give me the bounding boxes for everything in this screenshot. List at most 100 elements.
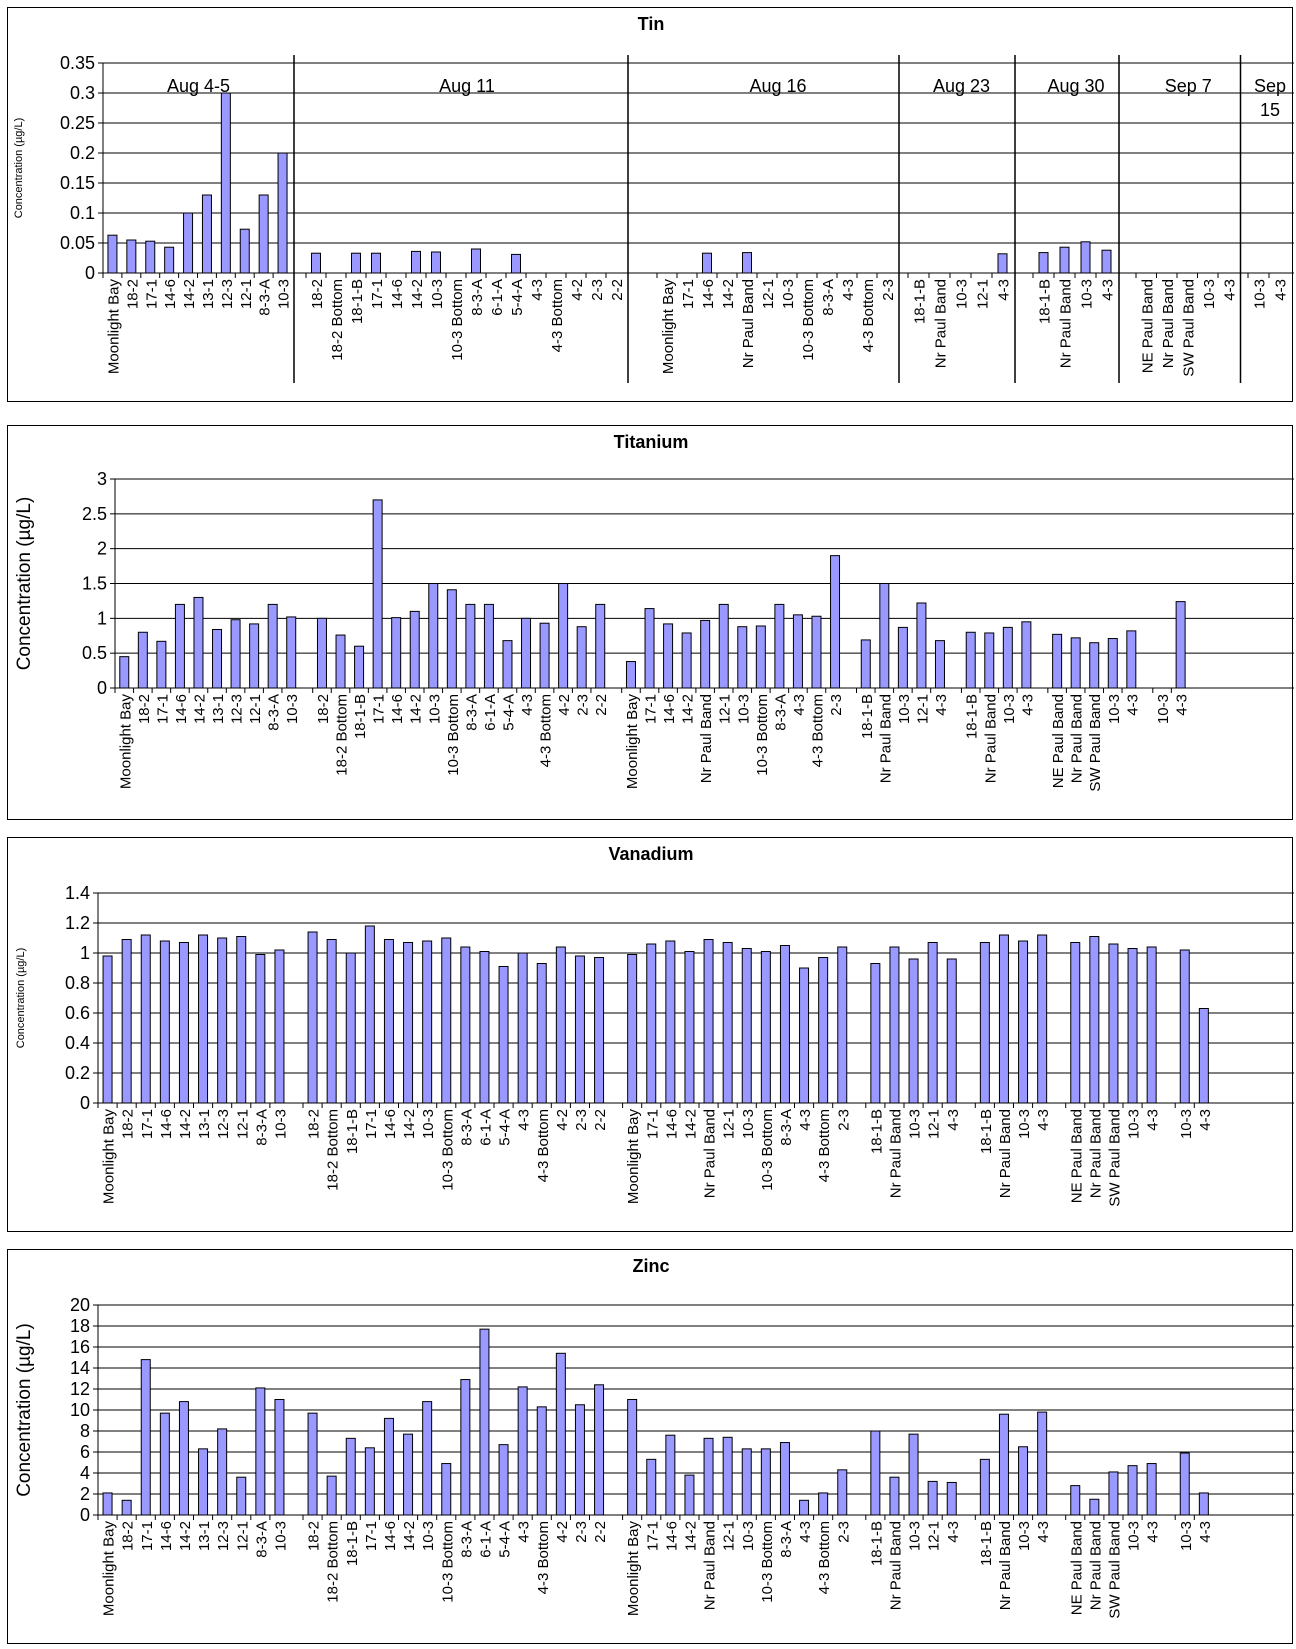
y-tick-label: 1.4 — [65, 883, 90, 903]
x-tick-label: 4-3 — [1197, 1521, 1214, 1543]
x-tick-label: 12-3 — [219, 279, 236, 309]
bar — [1070, 942, 1081, 1104]
x-tick-label: 18-1-B — [912, 279, 929, 324]
bar — [137, 631, 148, 689]
x-tick-label: 5-4-A — [509, 279, 526, 316]
bar — [700, 619, 711, 689]
bar — [217, 937, 228, 1104]
bar — [277, 152, 288, 274]
y-tick-label: 20 — [70, 1295, 90, 1315]
bar — [1108, 943, 1119, 1104]
bar — [646, 1458, 657, 1516]
x-tick-label: 4-3 Bottom — [549, 279, 566, 352]
x-tick-label: 4-3 — [1019, 694, 1036, 716]
y-tick-label: 0.3 — [70, 83, 95, 103]
x-tick-label: 2-2 — [592, 1109, 609, 1131]
bar — [255, 954, 266, 1104]
bar — [1018, 940, 1029, 1104]
x-tick-label: 10-3 — [1201, 279, 1218, 309]
x-tick-label: 18-2 — [120, 1521, 137, 1551]
bar — [889, 1476, 900, 1516]
x-tick-label: 18-2 — [306, 1109, 323, 1139]
group-label: Sep — [1254, 76, 1286, 96]
x-tick-label: 4-3 — [1221, 279, 1238, 301]
x-tick-label: Nr Paul Band — [702, 1109, 719, 1198]
x-tick-label: 18-2 Bottom — [325, 1109, 342, 1191]
x-tick-label: 10-3 — [740, 1109, 757, 1139]
x-tick-label: 14-2 — [181, 279, 198, 309]
x-tick-label: 14-2 — [191, 694, 208, 724]
bar — [102, 955, 113, 1104]
x-tick-label: 2-3 — [573, 1109, 590, 1131]
bar — [811, 615, 822, 689]
x-tick-label: 4-3 — [945, 1109, 962, 1131]
bar — [102, 1492, 113, 1516]
x-tick-label: 10-3 — [420, 1521, 437, 1551]
x-tick-label: 10-3 — [907, 1109, 924, 1139]
bar — [498, 1444, 509, 1516]
x-tick-label: 4-3 — [797, 1109, 814, 1131]
bar — [870, 1430, 881, 1516]
x-tick-label: 5-4-A — [500, 694, 517, 731]
bar — [345, 952, 356, 1104]
x-tick-label: 10-3 — [1178, 1109, 1195, 1139]
x-tick-label: 17-1 — [680, 279, 697, 309]
x-tick-label: 4-3 Bottom — [816, 1109, 833, 1182]
bar — [558, 583, 569, 689]
bar — [837, 946, 848, 1104]
x-tick-label: 18-2 Bottom — [329, 279, 346, 361]
y-tick-label: 0.6 — [65, 1003, 90, 1023]
x-tick-label: 10-3 — [284, 694, 301, 724]
bar — [934, 640, 945, 689]
bar — [258, 194, 269, 274]
bar — [183, 212, 194, 274]
chart-title: Zinc — [632, 1256, 669, 1276]
bar — [239, 228, 250, 274]
bar — [860, 639, 871, 689]
x-tick-label: 4-2 — [554, 1521, 571, 1543]
x-tick-label: 5-4-A — [497, 1109, 514, 1146]
bar — [220, 92, 231, 274]
x-tick-label: 14-2 — [401, 1109, 418, 1139]
y-tick-label: 2 — [80, 1484, 90, 1504]
y-tick-label: 18 — [70, 1316, 90, 1336]
y-tick-label: 0.5 — [82, 643, 107, 663]
x-tick-label: 8-3-A — [469, 279, 486, 316]
bar — [742, 252, 752, 274]
bar — [879, 583, 890, 689]
x-tick-label: 10-3 — [272, 1521, 289, 1551]
bar — [354, 645, 365, 689]
bar — [198, 934, 209, 1104]
x-tick-label: 4-3 Bottom — [816, 1521, 833, 1594]
x-tick-label: 12-1 — [760, 279, 777, 309]
bar — [663, 623, 674, 689]
titanium-chart-panel: Titanium 0 0.5 1 1.5 2 2.5 3 Concentration (µg/L… — [7, 425, 1294, 820]
group-label: Aug 16 — [749, 76, 806, 96]
x-tick-label: Nr Paul Band — [997, 1109, 1014, 1198]
x-tick-label: 10-3 — [1126, 1521, 1143, 1551]
x-tick-label: 18-2 — [309, 279, 326, 309]
group-label: Aug 23 — [933, 76, 990, 96]
x-tick-label: 12-1 — [234, 1109, 251, 1139]
bar — [799, 1499, 810, 1516]
bar — [998, 934, 1009, 1104]
x-tick-label: Nr Paul Band — [887, 1521, 904, 1610]
x-tick-label: 14-2 — [408, 694, 425, 724]
x-tick-label: Moonlight Bay — [624, 694, 641, 790]
x-tick-label: 4-3 — [516, 1521, 533, 1543]
bar — [178, 1401, 189, 1516]
x-tick-label: Nr Paul Band — [1058, 279, 1075, 368]
y-axis-label: Concentration (µg/L) — [14, 497, 35, 671]
x-tick-label: 10-3 — [740, 1521, 757, 1551]
bar — [1089, 1498, 1100, 1516]
bar — [428, 583, 439, 689]
bar — [345, 1437, 356, 1516]
x-tick-label: 18-2 — [306, 1521, 323, 1551]
x-tick-label: 10-3 — [1001, 694, 1018, 724]
x-tick-label: 14-6 — [661, 694, 678, 724]
bar — [702, 252, 712, 274]
bar — [326, 1475, 337, 1516]
y-tick-label: 0.15 — [60, 173, 95, 193]
bar — [555, 946, 566, 1104]
bar — [446, 589, 457, 689]
